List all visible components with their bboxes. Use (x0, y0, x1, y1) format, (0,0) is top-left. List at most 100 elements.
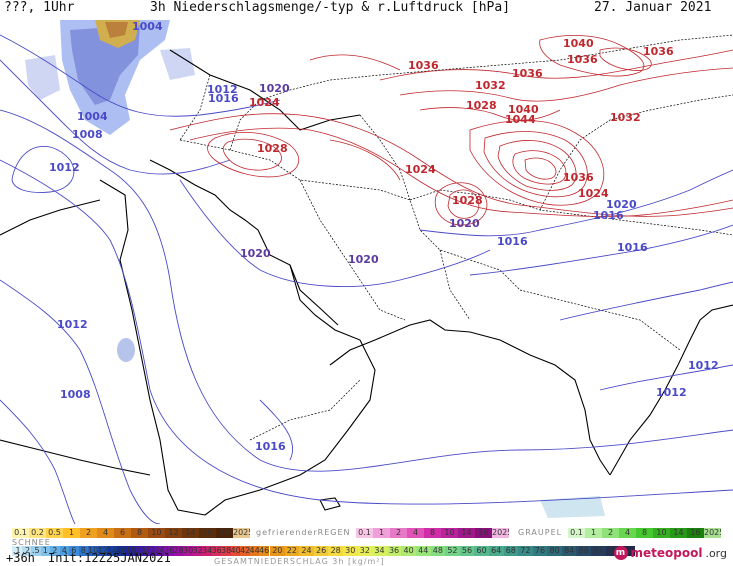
snow-scale: .1.2.5 1 2 4 6 8 10 12 14 16 18 20 22 24 26 28 30 32 34 36 3… (12, 546, 269, 556)
rain-legend-cell: 6 (114, 528, 131, 538)
rain-legend-cell: 18 (216, 528, 233, 538)
precipitation-legend: 0.10.20.51246810121416182025+ gefrierend… (0, 524, 733, 566)
label-low-1016-c: 1016 (497, 235, 528, 248)
freezing-legend-cell: 1 (373, 528, 390, 538)
label-high-1036-c: 1036 (512, 67, 543, 80)
freezing-legend-cell: 8 (424, 528, 441, 538)
total-legend-cell: 56 (459, 546, 475, 556)
snow-legend-cell: .1 (12, 546, 22, 556)
snow-legend-cell: 36 (211, 546, 221, 556)
isobars-high (169, 35, 733, 226)
total-legend-cell: 22 (284, 546, 300, 556)
snow-legend-cell: 1 (40, 546, 50, 556)
label-low-1012-d: 1012 (688, 359, 719, 372)
country-borders (179, 34, 733, 441)
label-high-1036-a: 1036 (408, 59, 439, 72)
snow-legend-cell: 8 (78, 546, 88, 556)
precipitation-areas (25, 20, 605, 518)
brand-logo: m meteopool .org (613, 546, 727, 560)
snow-legend-cell: 6 (69, 546, 79, 556)
snow-legend-cell: .2 (21, 546, 31, 556)
rain-legend-cell: 16 (199, 528, 216, 538)
total-legend-cell: 20 (270, 546, 285, 556)
label-low-1012-b: 1012 (49, 161, 80, 174)
snow-legend-cell: 14 (107, 546, 117, 556)
map-title: 3h Niederschlagsmenge/-typ & r.Luftdruck… (150, 0, 511, 15)
graupel-legend-cell: 16 (687, 528, 704, 538)
rain-legend-cell: 2 (80, 528, 97, 538)
header-bar: ???, 1Uhr 3h Niederschlagsmenge/-typ & r… (0, 0, 733, 20)
snow-legend-cell: 40 (230, 546, 240, 556)
snow-legend-cell: 38 (221, 546, 231, 556)
rain-legend-cell: 8 (131, 528, 148, 538)
freezing-legend-cell: 10 (441, 528, 458, 538)
snow-legend-cell: 20 (135, 546, 145, 556)
label-high-1028-c: 1028 (452, 194, 483, 207)
freezing-rain-label: gefrierenderREGEN (256, 528, 351, 537)
label-low-1020-a: 1020 (259, 82, 290, 95)
total-legend-cell: 72 (518, 546, 533, 556)
rain-scale: 0.10.20.51246810121416182025+ (12, 528, 250, 538)
forecast-lead: +36h (6, 551, 35, 565)
total-legend-cell: 96 (605, 546, 621, 556)
snow-legend-cell: 16 (116, 546, 126, 556)
total-legend-cell: 32 (357, 546, 373, 556)
total-legend-cell: 30 (342, 546, 358, 556)
label-low-1016-b: 1016 (593, 209, 624, 222)
label-high-1040-a: 1040 (563, 37, 594, 50)
total-legend-cell: 24 (299, 546, 314, 556)
total-legend-cell: 26 (313, 546, 329, 556)
total-legend-cell: 64 (488, 546, 504, 556)
graupel-legend-cell: 2 (602, 528, 619, 538)
total-precip-title: GESAMTNIEDERSCHLAG 3h [kg/m²] (214, 557, 385, 566)
total-legend-cell: 44 (415, 546, 431, 556)
graupel-legend-cell: 0.1 (568, 528, 585, 538)
total-legend-cell: 84 (561, 546, 577, 556)
rain-legend-cell: 0.5 (46, 528, 63, 538)
brand-icon: m (613, 546, 628, 560)
pressure-labels-high: 1004 1036 1040 1036 1036 1036 1032 1028 … (132, 20, 674, 207)
freezing-rain-scale: 0.112481014162025+ (356, 528, 509, 538)
total-legend-cell: 40 (401, 546, 416, 556)
snow-label: SCHNEE (12, 538, 51, 547)
label-low-1020-c: 1020 (606, 198, 637, 211)
snow-legend-cell: 44 (249, 546, 259, 556)
graupel-legend-cell: 8 (636, 528, 653, 538)
total-legend-cell: 92 (591, 546, 606, 556)
snow-legend-cell: 26 (164, 546, 174, 556)
freezing-legend-cell: 16 (475, 528, 492, 538)
graupel-legend-cell: 2025+ (704, 528, 721, 538)
label-low-1004: 1004 (77, 110, 108, 123)
graupel-legend-cell: 14 (670, 528, 687, 538)
label-low-1016-e: 1016 (255, 440, 286, 453)
graupel-label: GRAUPEL (518, 528, 563, 537)
label-low-1016-d: 1016 (617, 241, 648, 254)
pressure-labels-low: 1012 1016 1020 1004 1008 1012 1020 1016 … (49, 82, 719, 453)
rain-legend-cell: 4 (97, 528, 114, 538)
snow-legend-cell: 2 (50, 546, 60, 556)
rain-legend-cell: 14 (182, 528, 199, 538)
rain-legend-cell: 0.1 (12, 528, 29, 538)
total-legend-cell: 76 (532, 546, 548, 556)
total-legend-cell: 88 (576, 546, 592, 556)
snow-legend-cell: 34 (202, 546, 212, 556)
freezing-legend-cell: 2025+ (492, 528, 509, 538)
freezing-legend-cell: 2 (390, 528, 407, 538)
label-high-1044: 1044 (505, 113, 536, 126)
snow-legend-cell: 4 (59, 546, 69, 556)
total-legend-cell: 100 (620, 546, 635, 556)
label-low-1020-e: 1020 (240, 247, 271, 260)
snow-legend-cell: 32 (192, 546, 202, 556)
snow-legend-cell: 10 (88, 546, 98, 556)
snow-legend-cell: .5 (31, 546, 41, 556)
label-low-1020-b: 1020 (449, 217, 480, 230)
freezing-legend-cell: 14 (458, 528, 475, 538)
rain-legend-cell: 10 (148, 528, 165, 538)
label-high-1024-c: 1024 (578, 187, 609, 200)
weather-map: 1004 1036 1040 1036 1036 1036 1032 1028 … (0, 20, 733, 524)
brand-name: meteopool (630, 546, 703, 560)
label-low-1020-d: 1020 (348, 253, 379, 266)
forecast-date: 27. Januar 2021 (594, 0, 712, 15)
graupel-legend-cell: 1 (585, 528, 602, 538)
total-legend-cell: 60 (474, 546, 489, 556)
